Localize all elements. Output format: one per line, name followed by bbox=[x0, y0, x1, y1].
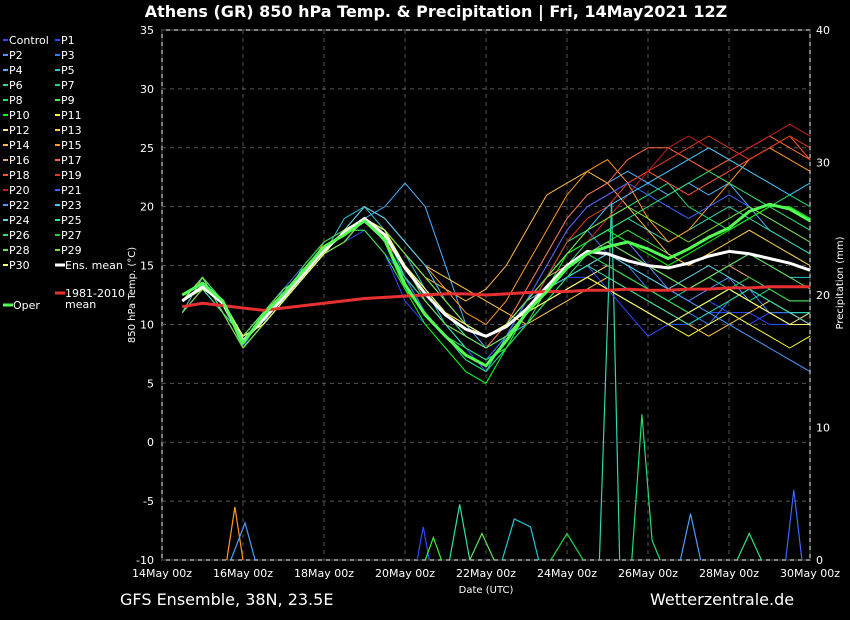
y-tick-label: 5 bbox=[147, 377, 154, 390]
x-axis-ticks: 14May 00z 16May 00z 18May 00z 20May 00z 22Ma… bbox=[132, 567, 840, 580]
series-line bbox=[181, 216, 811, 343]
precip-line bbox=[736, 532, 762, 561]
legend-label: Oper bbox=[13, 299, 40, 312]
legend-label: P13 bbox=[61, 124, 82, 137]
y-tick-label: 25 bbox=[140, 142, 154, 155]
legend-label: P6 bbox=[9, 79, 23, 92]
precip-line bbox=[631, 414, 661, 561]
precip-line bbox=[469, 532, 495, 561]
legend-label: P16 bbox=[9, 154, 30, 167]
y-tick-label: -10 bbox=[136, 554, 154, 567]
legend-label: P3 bbox=[61, 49, 75, 62]
legend-label: P20 bbox=[9, 184, 30, 197]
legend-label: P15 bbox=[61, 139, 82, 152]
precip-line bbox=[230, 520, 256, 561]
chart-title: Athens (GR) 850 hPa Temp. & Precipitatio… bbox=[145, 2, 728, 22]
y2-tick-label: 20 bbox=[816, 289, 830, 302]
legend-label: P5 bbox=[61, 64, 75, 77]
legend-label: mean bbox=[65, 298, 96, 311]
x-tick-label: 30May 00z bbox=[780, 567, 840, 580]
x-tick-label: 18May 00z bbox=[294, 567, 354, 580]
series-line bbox=[181, 217, 811, 349]
legend-label: P2 bbox=[9, 49, 23, 62]
y-tick-label: 0 bbox=[147, 436, 154, 449]
legend-label: Control bbox=[9, 34, 49, 47]
legend-label: P14 bbox=[9, 139, 30, 152]
y-tick-label: 10 bbox=[140, 318, 154, 331]
y2-tick-label: 0 bbox=[816, 554, 823, 567]
series-line bbox=[181, 182, 811, 361]
footer-left: GFS Ensemble, 38N, 23.5E bbox=[120, 590, 333, 609]
legend-label: P11 bbox=[61, 109, 82, 122]
legend-label: P1 bbox=[61, 34, 75, 47]
legend-label: P27 bbox=[61, 229, 82, 242]
footer-right: Wetterzentrale.de bbox=[650, 590, 794, 609]
legend-label: P9 bbox=[61, 94, 75, 107]
x-tick-label: 20May 00z bbox=[375, 567, 435, 580]
legend-label: P28 bbox=[9, 244, 30, 257]
legend-label: P22 bbox=[9, 199, 30, 212]
y2-tick-label: 40 bbox=[816, 24, 830, 37]
legend-label: P24 bbox=[9, 214, 30, 227]
x-tick-label: 26May 00z bbox=[618, 567, 678, 580]
x-tick-label: 24May 00z bbox=[537, 567, 597, 580]
temperature-series bbox=[181, 123, 811, 384]
legend-label: P25 bbox=[61, 214, 82, 227]
precip-line bbox=[501, 518, 540, 561]
y-tick-label: 15 bbox=[140, 260, 154, 273]
legend-label: P10 bbox=[9, 109, 30, 122]
x-tick-label: 28May 00z bbox=[699, 567, 759, 580]
legend-label: P18 bbox=[9, 169, 30, 182]
y-tick-label: 30 bbox=[140, 83, 154, 96]
y-tick-label: 35 bbox=[140, 24, 154, 37]
y2-axis-label: Precipitation (mm) bbox=[835, 236, 846, 329]
legend-label: Ens. mean bbox=[65, 259, 123, 272]
x-tick-label: 14May 00z bbox=[132, 567, 192, 580]
x-tick-label: 22May 00z bbox=[456, 567, 516, 580]
x-tick-label: 16May 00z bbox=[213, 567, 273, 580]
legend: Control P1 P2 P3 P4 P5 P6 P7 P8 P9 P10 P11 P12 P13 P14… bbox=[3, 34, 125, 312]
precip-line bbox=[424, 535, 443, 561]
y-axis-label: 850 hPa Temp. (°C) bbox=[127, 247, 138, 343]
legend-label: P17 bbox=[61, 154, 82, 167]
legend-label: P4 bbox=[9, 64, 23, 77]
y2-tick-label: 10 bbox=[816, 422, 830, 435]
precip-line bbox=[679, 513, 702, 561]
legend-label: P21 bbox=[61, 184, 82, 197]
y-tick-label: 20 bbox=[140, 201, 154, 214]
series-line bbox=[181, 285, 810, 312]
legend-label: P30 bbox=[9, 259, 30, 272]
y-tick-label: -5 bbox=[143, 495, 154, 508]
y2-tick-label: 30 bbox=[816, 157, 830, 170]
legend-label: P29 bbox=[61, 244, 82, 257]
legend-label: P26 bbox=[9, 229, 30, 242]
grid bbox=[161, 29, 811, 561]
precip-line bbox=[226, 506, 244, 561]
legend-label: P12 bbox=[9, 124, 30, 137]
y2-axis-ticks: 0 10 20 30 40 bbox=[816, 24, 830, 567]
precip-line bbox=[785, 489, 803, 561]
x-axis-label: Date (UTC) bbox=[459, 585, 514, 596]
legend-label: P19 bbox=[61, 169, 82, 182]
precip-line bbox=[550, 532, 584, 561]
y-axis-ticks: -10 -5 0 5 10 15 20 25 30 35 bbox=[136, 24, 154, 567]
legend-label: P7 bbox=[61, 79, 75, 92]
legend-label: P23 bbox=[61, 199, 82, 212]
precip-line bbox=[448, 504, 471, 561]
legend-label: P8 bbox=[9, 94, 23, 107]
series-line bbox=[181, 202, 811, 368]
legend-label: 1981-2010 bbox=[65, 287, 125, 300]
precip-line bbox=[416, 526, 430, 561]
series-line bbox=[181, 123, 811, 349]
